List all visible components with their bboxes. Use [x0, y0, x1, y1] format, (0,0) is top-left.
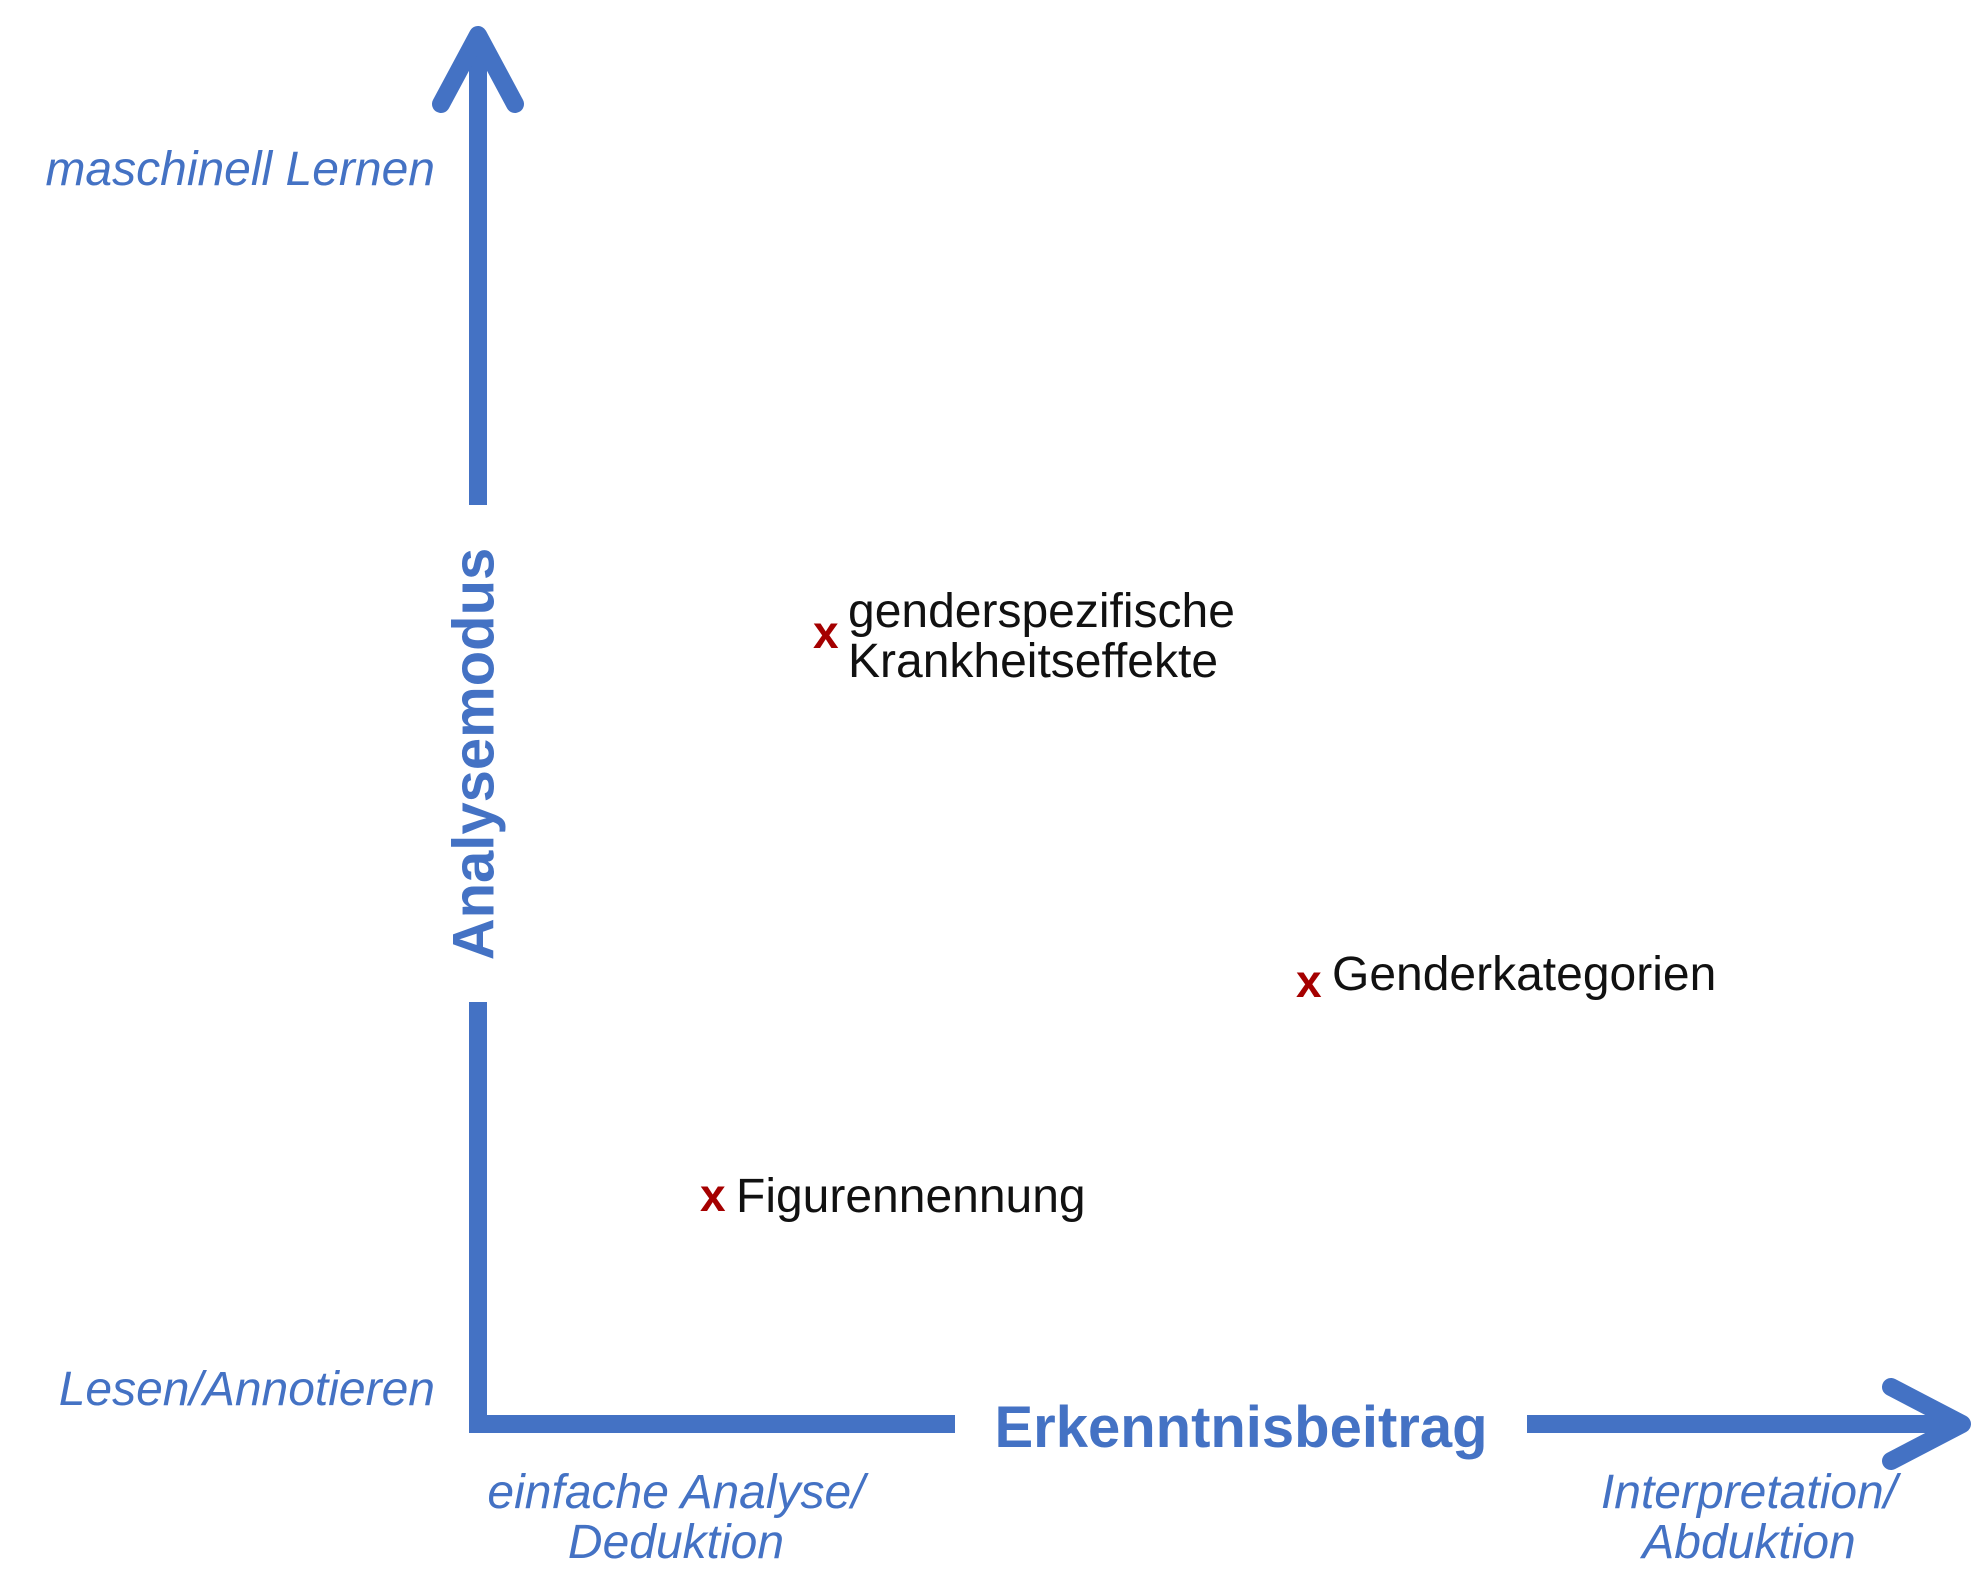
- item-marker-figurennennung: x: [700, 1169, 726, 1221]
- y-axis-title: Analysemodus: [441, 548, 506, 961]
- item-label-genderspezifische-line2: Krankheitseffekte: [848, 635, 1218, 688]
- y-axis-top-label: maschinell Lernen: [45, 143, 435, 196]
- item-label-genderkategorien: Genderkategorien: [1332, 948, 1716, 1001]
- x-axis-left-label-line1: einfache Analyse/: [487, 1466, 869, 1519]
- item-marker-genderspezifische: x: [813, 606, 839, 658]
- item-label-genderspezifische-line1: genderspezifische: [848, 585, 1235, 638]
- x-axis-title: Erkenntnisbeitrag: [994, 1395, 1487, 1460]
- y-axis-bottom-label: Lesen/Annotieren: [59, 1363, 435, 1416]
- x-axis-arrowhead: [1882, 1378, 1971, 1470]
- x-axis-left-label-line2: Deduktion: [568, 1516, 784, 1569]
- item-marker-genderkategorien: x: [1296, 955, 1322, 1007]
- y-axis-arrowhead: [432, 26, 524, 113]
- x-axis-right-label-line2: Abduktion: [1639, 1516, 1856, 1569]
- x-axis-right-label-line1: Interpretation/: [1601, 1466, 1902, 1519]
- item-label-figurennennung: Figurennennung: [736, 1170, 1086, 1223]
